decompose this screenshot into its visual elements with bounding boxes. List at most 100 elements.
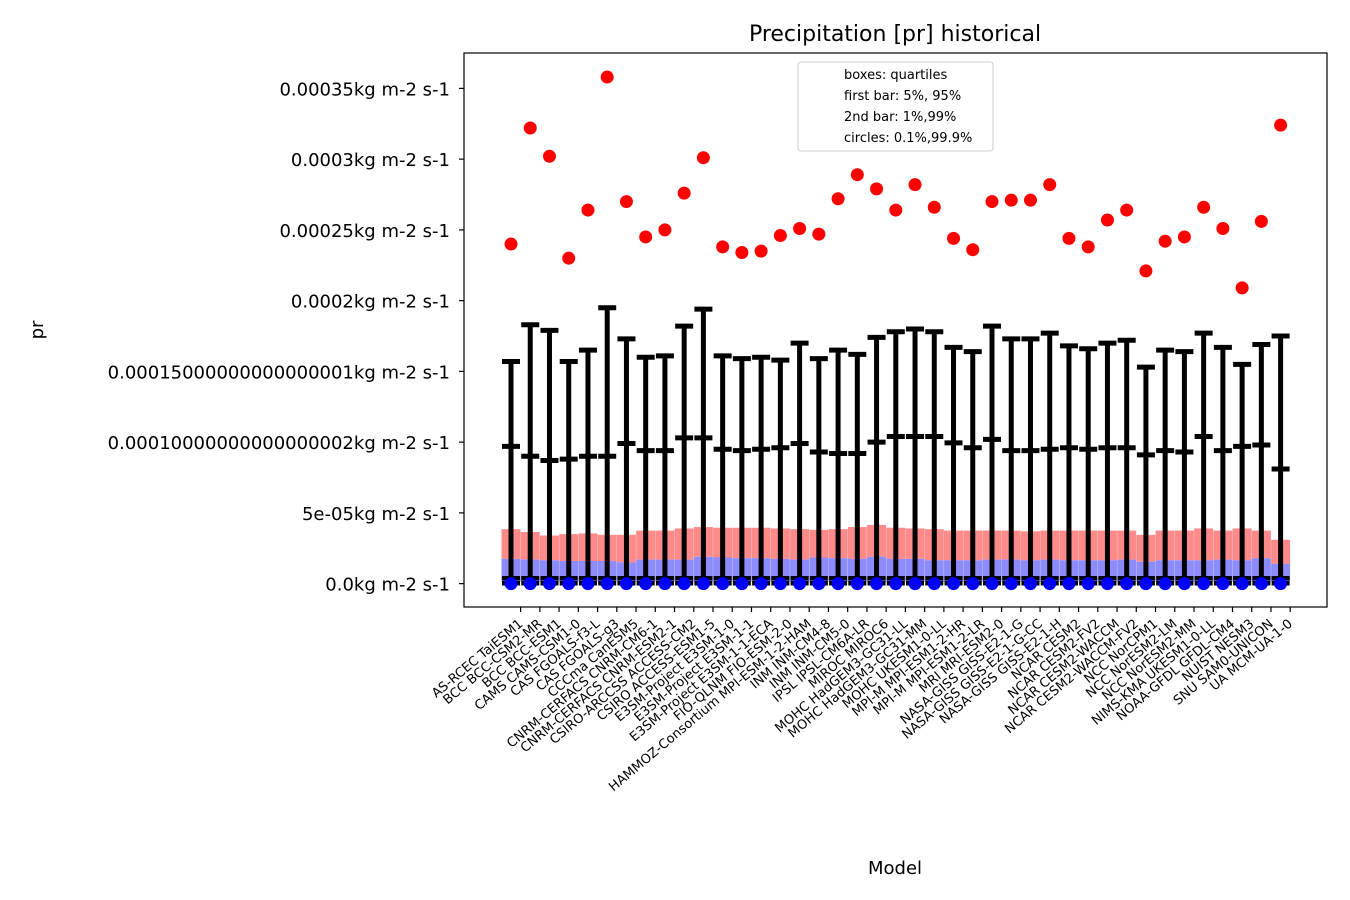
circle-p99-9: [985, 195, 999, 209]
circle-p0-1: [908, 577, 922, 591]
circle-p0-1: [639, 577, 653, 591]
circle-p99-9: [562, 251, 576, 265]
circle-p0-1: [870, 577, 884, 591]
y-tick-label: 0.00010000000000000002kg m-2 s-1: [108, 433, 450, 454]
circle-p99-9: [831, 192, 845, 206]
circle-p99-9: [773, 229, 787, 243]
circle-p0-1: [1139, 577, 1153, 591]
circle-p99-9: [1274, 118, 1288, 132]
y-tick-label: 0.0003kg m-2 s-1: [291, 150, 450, 171]
y-tick-label: 0.00025kg m-2 s-1: [279, 221, 450, 242]
circle-p99-9: [658, 223, 672, 237]
circle-p99-9: [600, 70, 614, 84]
circle-p99-9: [1216, 221, 1230, 235]
circle-p99-9: [735, 246, 749, 260]
circle-p0-1: [793, 577, 807, 591]
y-tick-label: 0.0002kg m-2 s-1: [291, 292, 450, 313]
y-tick-label: 5e-05kg m-2 s-1: [302, 504, 450, 525]
circle-p0-1: [696, 577, 710, 591]
legend: boxes: quartiles first bar: 5%, 95% 2nd …: [797, 61, 994, 152]
circle-p0-1: [1043, 577, 1057, 591]
circle-p0-1: [523, 577, 537, 591]
circle-p0-1: [504, 577, 518, 591]
circle-p99-9: [1043, 178, 1057, 192]
circle-p99-9: [1177, 230, 1191, 244]
circle-p99-9: [542, 149, 556, 163]
circle-p99-9: [812, 227, 826, 241]
circle-p0-1: [600, 577, 614, 591]
legend-box: [797, 61, 994, 152]
circle-p0-1: [966, 577, 980, 591]
circle-p0-1: [1158, 577, 1172, 591]
circle-p99-9: [793, 221, 807, 235]
circle-p99-9: [754, 244, 768, 258]
circle-p0-1: [1004, 577, 1018, 591]
circle-p0-1: [927, 577, 941, 591]
circle-p99-9: [1235, 281, 1249, 295]
circle-p0-1: [1254, 577, 1268, 591]
legend-line-1: boxes: quartiles: [844, 68, 948, 83]
circle-p0-1: [1216, 577, 1230, 591]
y-axis-label: pr: [27, 320, 48, 339]
circle-p0-1: [581, 577, 595, 591]
circle-p99-9: [1197, 200, 1211, 214]
circle-p99-9: [1004, 193, 1018, 207]
circle-p0-1: [716, 577, 730, 591]
circle-p0-1: [658, 577, 672, 591]
circle-p0-1: [985, 577, 999, 591]
circle-p0-1: [619, 577, 633, 591]
circle-p0-1: [1081, 577, 1095, 591]
circle-p99-9: [523, 121, 537, 135]
legend-line-4: circles: 0.1%,99.9%: [844, 131, 972, 146]
circle-p0-1: [1197, 577, 1211, 591]
circle-p99-9: [966, 243, 980, 257]
plot-frame: [463, 52, 1328, 608]
legend-line-2: first bar: 5%, 95%: [844, 89, 961, 104]
x-axis-label: Model: [868, 858, 922, 879]
circle-p0-1: [1100, 577, 1114, 591]
circle-p0-1: [562, 577, 576, 591]
circle-p99-9: [1100, 213, 1114, 227]
circle-p99-9: [889, 203, 903, 217]
circle-p99-9: [1023, 193, 1037, 207]
circle-p99-9: [870, 182, 884, 196]
circle-p0-1: [1023, 577, 1037, 591]
y-axis: 0.0kg m-2 s-1 5e-05kg m-2 s-1 0.0001000000…: [108, 79, 464, 596]
circle-p0-1: [1235, 577, 1249, 591]
circle-p0-1: [1120, 577, 1134, 591]
circles-layer: [504, 70, 1288, 591]
circle-p0-1: [889, 577, 903, 591]
circle-p99-9: [1062, 231, 1076, 245]
circle-p99-9: [1120, 203, 1134, 217]
circle-p0-1: [773, 577, 787, 591]
circle-p0-1: [735, 577, 749, 591]
circle-p0-1: [850, 577, 864, 591]
circle-p99-9: [927, 200, 941, 214]
circle-p0-1: [812, 577, 826, 591]
circle-p0-1: [1274, 577, 1288, 591]
circle-p0-1: [754, 577, 768, 591]
circle-p99-9: [716, 240, 730, 254]
chart-title: Precipitation [pr] historical: [749, 22, 1041, 47]
y-tick-label: 0.00015000000000000001kg m-2 s-1: [108, 362, 450, 383]
circle-p99-9: [1139, 264, 1153, 278]
circle-p99-9: [504, 237, 518, 251]
circle-p0-1: [677, 577, 691, 591]
circle-p99-9: [850, 168, 864, 182]
legend-line-3: 2nd bar: 1%,99%: [844, 110, 956, 125]
circle-p99-9: [908, 178, 922, 192]
circle-p99-9: [1158, 234, 1172, 248]
circle-p0-1: [1062, 577, 1076, 591]
circle-p99-9: [696, 151, 710, 165]
circle-p99-9: [1254, 214, 1268, 228]
circle-p0-1: [831, 577, 845, 591]
circle-p0-1: [1177, 577, 1191, 591]
circle-p99-9: [1081, 240, 1095, 254]
circle-p99-9: [581, 203, 595, 217]
circle-p99-9: [619, 195, 633, 209]
circle-p99-9: [947, 231, 961, 245]
y-tick-label: 0.0kg m-2 s-1: [325, 575, 450, 596]
circle-p0-1: [947, 577, 961, 591]
